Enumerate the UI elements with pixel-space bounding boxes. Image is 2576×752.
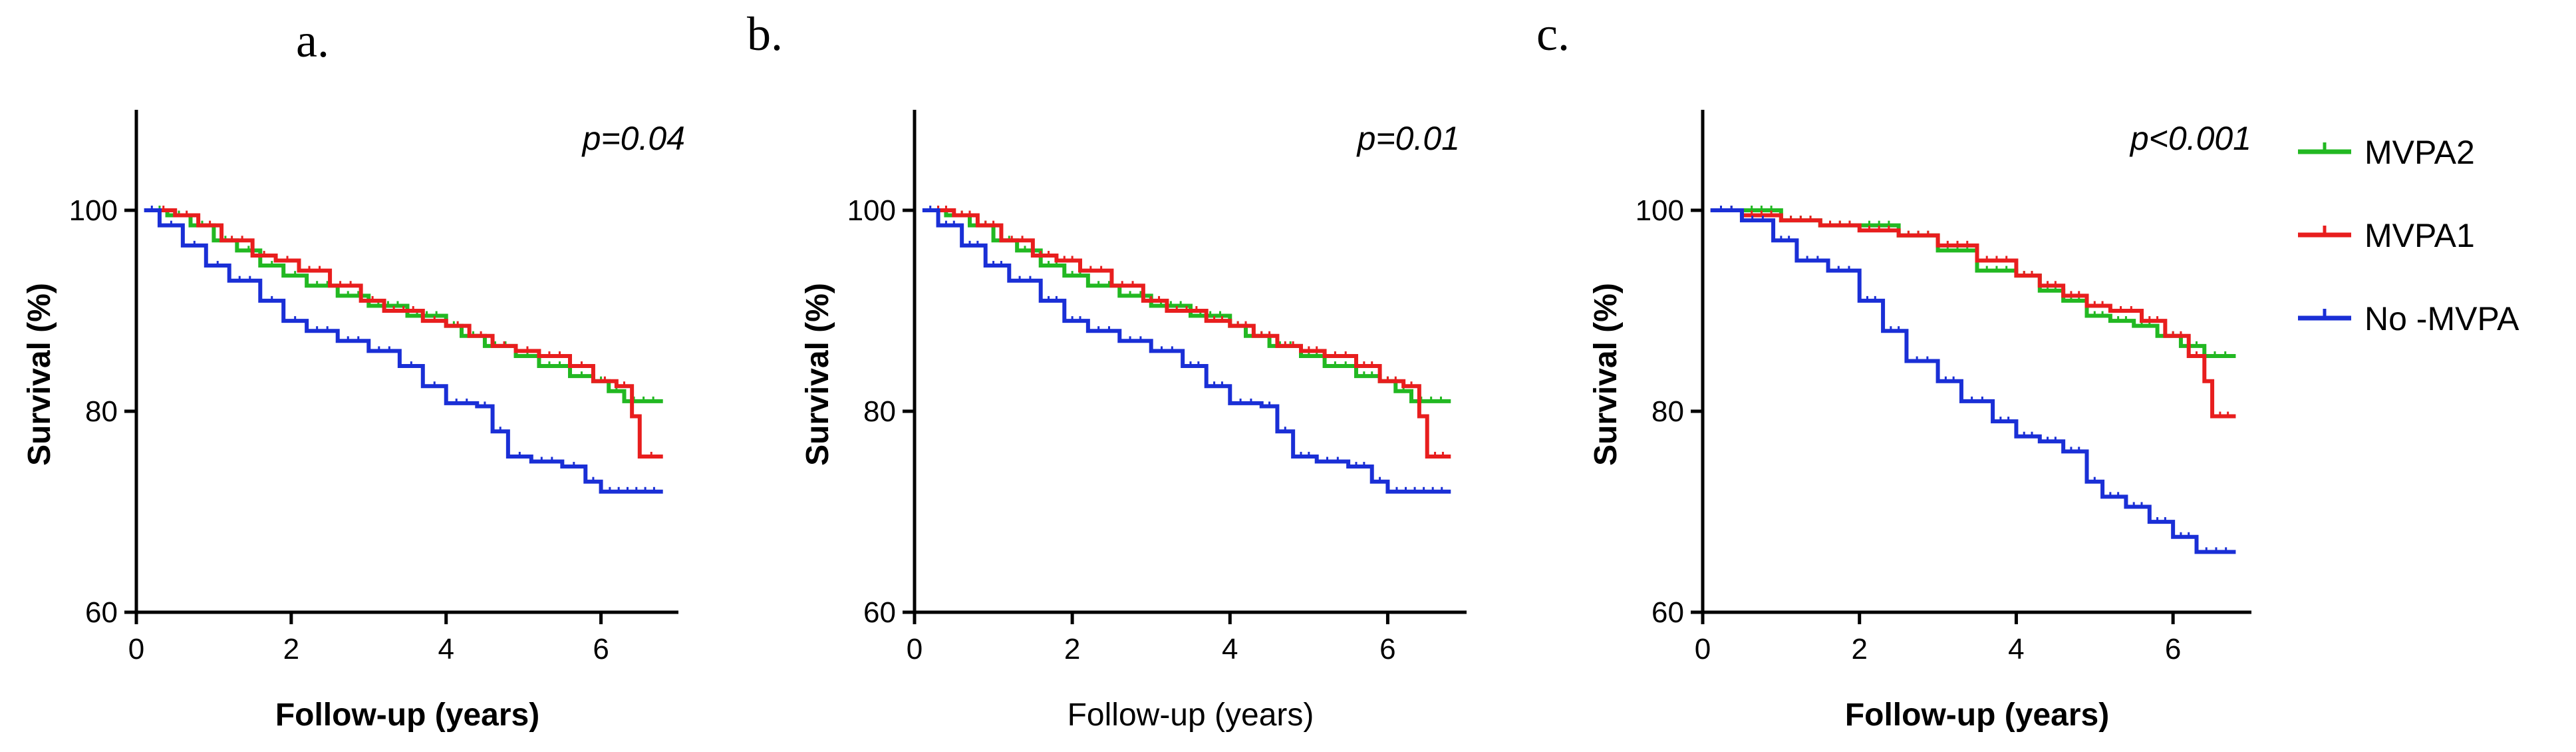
y-tick-label: 60	[863, 596, 896, 629]
survival-curve-nomvpa	[144, 208, 663, 494]
y-axis-title: Survival (%)	[800, 283, 835, 466]
y-tick-label: 100	[69, 194, 118, 227]
x-tick-label: 2	[283, 633, 299, 665]
x-axis-title: Follow-up (years)	[1845, 697, 2109, 733]
x-tick-label: 2	[1851, 633, 1867, 665]
legend-item: No -MVPA	[2298, 300, 2519, 337]
x-tick-label: 6	[593, 633, 609, 665]
y-tick-label: 60	[85, 596, 118, 629]
x-tick-label: 0	[128, 633, 144, 665]
censor-ticks	[1720, 206, 2227, 356]
survival-curve-mvpa1	[930, 208, 1451, 459]
censor-ticks	[1720, 206, 2227, 552]
y-tick-label: 60	[1651, 596, 1684, 629]
x-tick-label: 6	[1379, 633, 1395, 665]
censor-ticks	[158, 206, 654, 401]
p-value-annotation: p=0.01	[1356, 120, 1460, 157]
x-tick-label: 4	[1222, 633, 1238, 665]
survival-curve-mvpa1	[1710, 208, 2236, 419]
censor-ticks	[162, 206, 652, 457]
x-tick-label: 0	[907, 633, 923, 665]
survival-curve-mvpa2	[1710, 208, 2236, 358]
censor-ticks	[937, 206, 1442, 401]
legend-item: MVPA2	[2298, 134, 2475, 171]
panel-a: a. 60 80 100 0 2 4 6 Follow-up (years) Survival (…	[22, 14, 685, 733]
panel-label: c.	[1536, 7, 1570, 61]
legend-label: MVPA1	[2364, 217, 2475, 254]
legend: MVPA2 MVPA1 No -MVPA	[2298, 134, 2519, 337]
legend-item: MVPA1	[2298, 217, 2475, 254]
legend-label: No -MVPA	[2364, 300, 2519, 337]
censor-ticks	[150, 206, 655, 492]
panel-b: b. 60 80 100 0 2 4 6 Follow-up (years) Survival (…	[747, 7, 1467, 733]
x-tick-label: 4	[438, 633, 454, 665]
y-axis-title: Survival (%)	[1588, 283, 1624, 466]
panel-label: a.	[296, 14, 329, 67]
y-tick-label: 100	[847, 194, 896, 227]
panel-c: c. 60 80 100 0 2 4 6 Follow-up (years) Survival (…	[1536, 7, 2251, 733]
x-axis-title: Follow-up (years)	[1068, 697, 1314, 733]
p-value-annotation: p<0.001	[2129, 120, 2251, 157]
legend-label: MVPA2	[2364, 134, 2475, 171]
y-tick-label: 80	[85, 395, 118, 428]
censor-ticks	[1720, 206, 2229, 417]
censor-ticks	[937, 206, 1444, 457]
x-tick-label: 6	[2165, 633, 2181, 665]
y-tick-label: 100	[1636, 194, 1684, 227]
censor-ticks	[929, 206, 1443, 492]
survival-curve-nomvpa	[1710, 208, 2236, 554]
panel-label: b.	[747, 7, 783, 61]
survival-curve-mvpa1	[152, 208, 663, 459]
survival-curve-nomvpa	[922, 208, 1451, 494]
y-axis-title: Survival (%)	[22, 283, 57, 466]
x-axis-title: Follow-up (years)	[275, 697, 539, 733]
x-tick-label: 4	[2008, 633, 2024, 665]
p-value-annotation: p=0.04	[581, 120, 685, 157]
y-tick-label: 80	[1651, 395, 1684, 428]
y-tick-label: 80	[863, 395, 896, 428]
x-tick-label: 2	[1064, 633, 1080, 665]
x-tick-label: 0	[1695, 633, 1711, 665]
